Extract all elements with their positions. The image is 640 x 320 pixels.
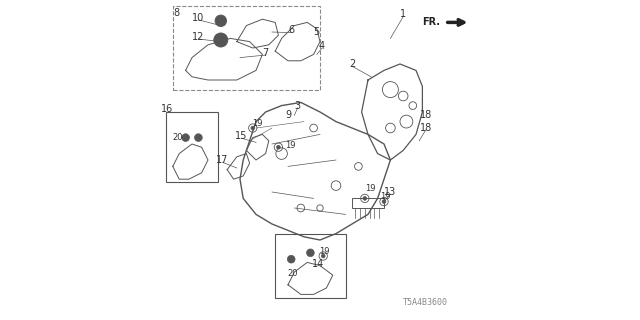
Text: 5: 5 [314, 27, 320, 37]
Text: 18: 18 [419, 110, 432, 120]
Circle shape [321, 254, 325, 258]
Text: 13: 13 [384, 187, 397, 197]
Text: T5A4B3600: T5A4B3600 [403, 298, 448, 307]
Circle shape [382, 200, 386, 204]
Text: 20: 20 [172, 133, 183, 142]
Circle shape [251, 126, 255, 130]
Text: 1: 1 [400, 9, 406, 20]
Bar [166, 112, 218, 182]
Circle shape [195, 134, 202, 141]
Text: 10: 10 [192, 12, 205, 23]
Text: 8: 8 [173, 8, 179, 18]
Text: 19: 19 [319, 247, 330, 256]
Text: 7: 7 [262, 48, 269, 58]
Text: 19: 19 [285, 141, 296, 150]
Circle shape [276, 145, 280, 149]
Text: 15: 15 [236, 131, 248, 141]
Text: 19: 19 [365, 184, 376, 193]
Circle shape [363, 196, 367, 200]
Text: 18: 18 [419, 123, 432, 133]
Text: 2: 2 [349, 59, 355, 69]
Text: 17: 17 [216, 155, 228, 165]
Text: 14: 14 [312, 259, 324, 269]
Circle shape [182, 134, 189, 141]
Text: 6: 6 [288, 25, 294, 36]
Bar [173, 6, 320, 90]
Circle shape [307, 249, 314, 257]
Circle shape [287, 255, 295, 263]
Text: 3: 3 [294, 100, 301, 111]
Text: 20: 20 [287, 269, 298, 278]
Text: FR.: FR. [422, 17, 440, 28]
Circle shape [214, 33, 228, 47]
Text: 19: 19 [252, 119, 263, 128]
Text: 19: 19 [380, 192, 391, 201]
Bar [275, 234, 346, 298]
Text: 12: 12 [192, 32, 205, 42]
Circle shape [215, 15, 227, 27]
Text: 9: 9 [285, 110, 291, 120]
Text: 16: 16 [161, 104, 173, 114]
Text: 4: 4 [319, 41, 324, 52]
Bar [352, 198, 384, 208]
